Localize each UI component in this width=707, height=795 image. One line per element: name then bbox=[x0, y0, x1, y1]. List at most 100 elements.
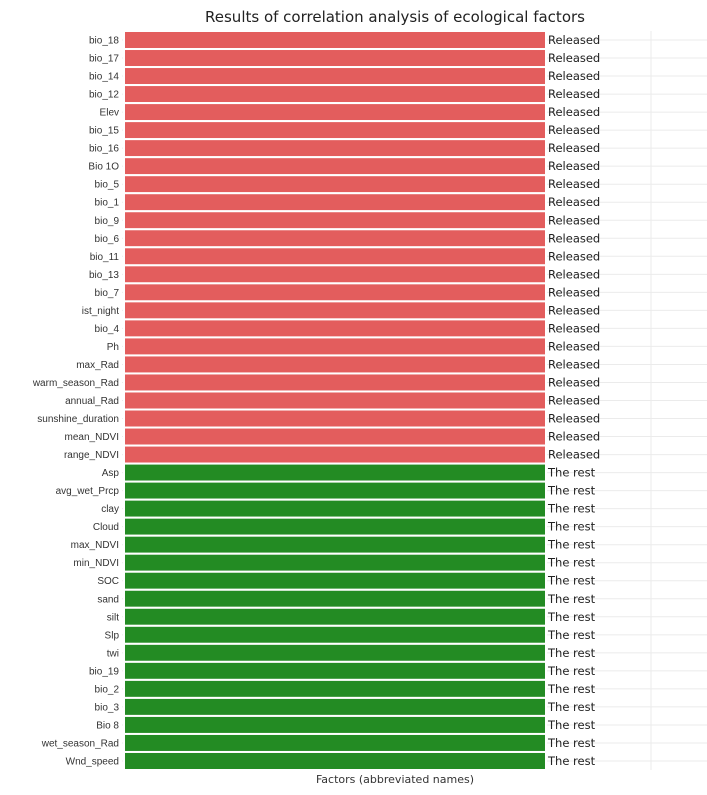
data-label: Released bbox=[548, 51, 600, 65]
data-label: The rest bbox=[547, 700, 596, 714]
y-tick-label: ist_night bbox=[82, 306, 119, 317]
data-label: Released bbox=[548, 69, 600, 83]
data-label: The rest bbox=[547, 502, 596, 516]
y-tick-label: bio_6 bbox=[95, 234, 120, 245]
y-tick-label: Asp bbox=[102, 468, 120, 479]
bar-max-ndvi bbox=[123, 534, 547, 555]
data-label: The rest bbox=[547, 646, 596, 660]
y-tick-label: Elev bbox=[100, 108, 119, 119]
y-tick-label: bio_16 bbox=[89, 144, 119, 155]
bar-bio-15 bbox=[123, 120, 547, 141]
y-tick-label: bio_14 bbox=[89, 72, 119, 83]
bar-min-ndvi bbox=[123, 552, 547, 573]
y-tick-label: min_NDVI bbox=[73, 558, 119, 569]
bar-bio-4 bbox=[123, 318, 547, 339]
data-label: Released bbox=[548, 267, 600, 281]
bar-bio-12 bbox=[123, 84, 547, 105]
data-label: The rest bbox=[547, 592, 596, 606]
data-label: Released bbox=[548, 430, 600, 444]
bar-bio-19 bbox=[123, 660, 547, 681]
data-label: The rest bbox=[547, 538, 596, 552]
y-tick-label: bio_1 bbox=[95, 198, 120, 209]
data-label: Released bbox=[548, 105, 600, 119]
bar-bio-9 bbox=[123, 210, 547, 231]
data-label: Released bbox=[548, 448, 600, 462]
y-tick-label: bio_13 bbox=[89, 270, 119, 281]
bar-bio-18 bbox=[123, 30, 547, 51]
y-tick-label: bio_5 bbox=[95, 180, 120, 191]
data-label: The rest bbox=[547, 466, 596, 480]
data-label: Released bbox=[548, 231, 600, 245]
y-tick-label: bio_17 bbox=[89, 54, 119, 65]
bar-bio-11 bbox=[123, 246, 547, 267]
bar-asp bbox=[123, 462, 547, 483]
bar-bio-14 bbox=[123, 66, 547, 87]
bar-bio-2 bbox=[123, 678, 547, 699]
data-label: Released bbox=[548, 33, 600, 47]
bar-slp bbox=[123, 624, 547, 645]
bar-bio-8 bbox=[123, 714, 547, 735]
bar-range-ndvi bbox=[123, 444, 547, 465]
data-label: Released bbox=[548, 375, 600, 389]
data-label: Released bbox=[548, 213, 600, 227]
y-tick-label: sunshine_duration bbox=[37, 414, 119, 425]
data-label: The rest bbox=[547, 610, 596, 624]
data-label: The rest bbox=[547, 574, 596, 588]
bar-wet-season-rad bbox=[123, 732, 547, 753]
data-label: Released bbox=[548, 177, 600, 191]
bar-sunshine-duration bbox=[123, 408, 547, 429]
chart-title: Results of correlation analysis of ecolo… bbox=[205, 8, 585, 26]
bar-mean-ndvi bbox=[123, 426, 547, 447]
bar-twi bbox=[123, 642, 547, 663]
y-tick-label: warm_season_Rad bbox=[32, 378, 119, 389]
bar-bio-17 bbox=[123, 48, 547, 69]
bar-bio-1 bbox=[123, 192, 547, 213]
y-tick-label: Slp bbox=[105, 630, 120, 641]
data-label: The rest bbox=[547, 718, 596, 732]
data-label: Released bbox=[548, 249, 600, 263]
y-tick-label: wet_season_Rad bbox=[41, 738, 119, 749]
data-label: Released bbox=[548, 159, 600, 173]
y-tick-label: Ph bbox=[107, 342, 119, 353]
y-tick-label: sand bbox=[97, 594, 119, 605]
y-tick-label: max_Rad bbox=[76, 360, 119, 371]
data-label: The rest bbox=[547, 754, 596, 768]
data-label: The rest bbox=[547, 556, 596, 570]
bars bbox=[123, 30, 547, 771]
data-label: Released bbox=[548, 412, 600, 426]
data-label: Released bbox=[548, 123, 600, 137]
bar-bio-3 bbox=[123, 696, 547, 717]
y-tick-label: avg_wet_Prcp bbox=[56, 486, 120, 497]
bar-bio-13 bbox=[123, 264, 547, 285]
data-label: Released bbox=[548, 394, 600, 408]
y-tick-label: range_NDVI bbox=[64, 450, 119, 461]
data-label: Released bbox=[548, 285, 600, 299]
data-label: The rest bbox=[547, 682, 596, 696]
bar-bio-1o bbox=[123, 156, 547, 177]
data-label: The rest bbox=[547, 520, 596, 534]
data-label: Released bbox=[548, 321, 600, 335]
data-labels: Released Released Released Released Released… bbox=[547, 33, 600, 768]
data-label: Released bbox=[548, 87, 600, 101]
y-tick-label: bio_3 bbox=[95, 702, 120, 713]
y-tick-label: bio_4 bbox=[95, 324, 120, 335]
y-tick-label: bio_9 bbox=[95, 216, 120, 227]
data-label: Released bbox=[548, 357, 600, 371]
y-tick-label: clay bbox=[101, 504, 119, 515]
y-tick-label: silt bbox=[107, 612, 119, 623]
bar-elev bbox=[123, 102, 547, 123]
y-axis-labels: bio_18 bio_17 bio_14 bio_12 Elev bio_15 bio_16… bbox=[32, 36, 120, 768]
bar-bio-5 bbox=[123, 174, 547, 195]
y-tick-label: Wnd_speed bbox=[66, 756, 119, 767]
bar-annual-rad bbox=[123, 390, 547, 411]
y-tick-label: Cloud bbox=[93, 522, 119, 533]
data-label: Released bbox=[548, 195, 600, 209]
y-tick-label: Bio 1O bbox=[88, 162, 119, 173]
data-label: The rest bbox=[547, 736, 596, 750]
bar-max-rad bbox=[123, 354, 547, 375]
y-tick-label: bio_2 bbox=[95, 684, 120, 695]
data-label: The rest bbox=[547, 664, 596, 678]
y-tick-label: bio_15 bbox=[89, 126, 119, 137]
bar-wnd-speed bbox=[123, 750, 547, 771]
